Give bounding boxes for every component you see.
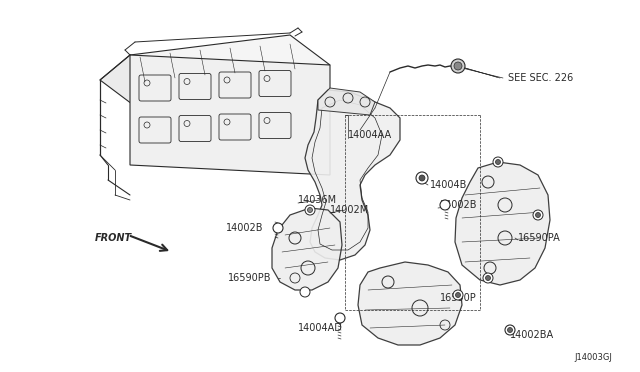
Text: 14004B: 14004B	[430, 180, 467, 190]
Polygon shape	[130, 35, 330, 85]
Text: 14002B: 14002B	[440, 200, 477, 210]
Circle shape	[493, 157, 503, 167]
Circle shape	[508, 327, 513, 333]
Text: 14002M: 14002M	[330, 205, 369, 215]
Circle shape	[273, 223, 283, 233]
Text: 14004AD: 14004AD	[298, 323, 343, 333]
Text: SEE SEC. 226: SEE SEC. 226	[508, 73, 573, 83]
Text: J14003GJ: J14003GJ	[574, 353, 612, 362]
Polygon shape	[272, 208, 342, 290]
Text: 14002B: 14002B	[226, 223, 264, 233]
Circle shape	[451, 59, 465, 73]
Text: 16590PA: 16590PA	[518, 233, 561, 243]
Circle shape	[440, 200, 450, 210]
Circle shape	[486, 276, 490, 280]
Text: 14036M: 14036M	[298, 195, 337, 205]
Text: FRONT: FRONT	[95, 233, 132, 243]
Polygon shape	[455, 162, 550, 285]
Polygon shape	[130, 55, 330, 175]
Polygon shape	[318, 88, 375, 115]
Circle shape	[533, 210, 543, 220]
Circle shape	[454, 62, 462, 70]
Text: 14004AA: 14004AA	[348, 130, 392, 140]
Text: 14002BA: 14002BA	[510, 330, 554, 340]
Polygon shape	[305, 90, 400, 260]
Polygon shape	[358, 262, 462, 345]
Circle shape	[495, 160, 500, 164]
Circle shape	[300, 287, 310, 297]
Text: 16590PB: 16590PB	[228, 273, 271, 283]
Circle shape	[483, 273, 493, 283]
Circle shape	[419, 175, 425, 181]
Circle shape	[416, 172, 428, 184]
Circle shape	[456, 292, 461, 298]
Text: 16590P: 16590P	[440, 293, 477, 303]
Circle shape	[536, 212, 541, 218]
Circle shape	[453, 290, 463, 300]
Circle shape	[307, 208, 312, 212]
Polygon shape	[100, 55, 170, 110]
Circle shape	[505, 325, 515, 335]
Circle shape	[305, 205, 315, 215]
Circle shape	[335, 313, 345, 323]
